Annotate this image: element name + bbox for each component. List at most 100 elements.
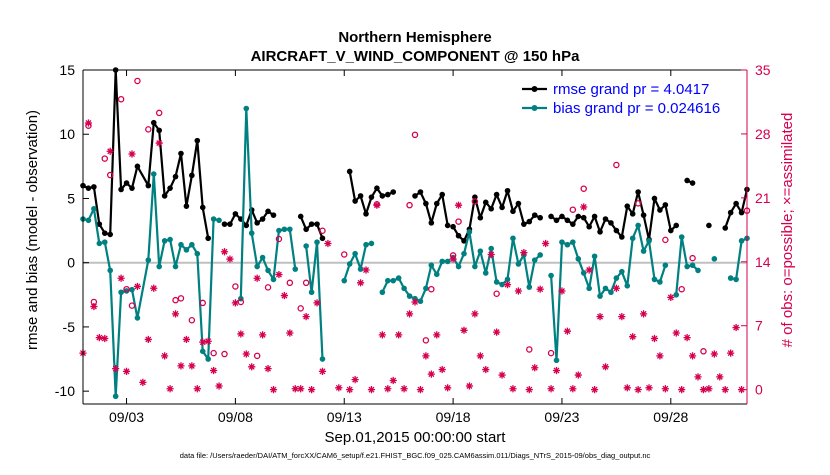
bias-point <box>662 262 669 269</box>
obs-assimilated-marker <box>618 312 626 321</box>
obs-possible-marker <box>264 284 272 291</box>
bias-point <box>346 261 353 267</box>
rmse-point <box>455 232 462 239</box>
obs-assimilated-marker <box>411 298 419 306</box>
rmse-point <box>570 221 576 227</box>
bias-point <box>129 286 135 293</box>
obs-assimilated-marker <box>650 334 659 343</box>
bias-point <box>629 235 636 242</box>
obs-possible-marker <box>569 206 577 213</box>
rmse-point <box>199 204 206 211</box>
y2-axis-label: # of obs: o=possible; ×=assimilated <box>779 113 796 348</box>
bias-point <box>482 270 489 276</box>
rmse-point <box>156 127 162 134</box>
bias-point <box>657 279 663 285</box>
bias-point <box>390 277 397 284</box>
obs-assimilated-marker <box>552 366 561 375</box>
rmse-point <box>727 209 734 216</box>
obs-assimilated-marker <box>210 366 218 375</box>
obs-possible-marker <box>428 285 435 293</box>
x-tick-label: 09/13 <box>327 409 362 425</box>
rmse-point <box>689 180 696 186</box>
bias-point <box>395 275 402 281</box>
rmse-point <box>602 216 609 222</box>
rmse-point <box>640 212 647 218</box>
obs-assimilated-marker <box>139 378 147 386</box>
obs-possible-marker <box>340 251 348 258</box>
bias-point <box>635 222 641 229</box>
obs-assimilated-marker <box>465 382 474 390</box>
bias-line-segment <box>730 237 748 281</box>
obs-assimilated-marker <box>346 386 354 394</box>
rmse-line-segment <box>224 208 275 227</box>
bias-point <box>444 258 451 265</box>
bias-line-segment <box>82 173 220 398</box>
chart-subtitle: AIRCRAFT_V_WIND_COMPONENT @ 150 hPa <box>251 48 581 65</box>
rmse-point <box>243 222 250 229</box>
rmse-point <box>118 186 124 193</box>
obs-assimilated-marker <box>493 328 501 336</box>
bias-point <box>439 258 446 265</box>
bias-point <box>287 226 293 233</box>
bias-point <box>123 288 130 294</box>
obs-assimilated-marker <box>585 266 593 274</box>
rmse-point <box>608 220 614 226</box>
obs-assimilated-marker <box>269 386 278 394</box>
bias-point <box>493 279 500 285</box>
bias-point <box>107 267 114 274</box>
bias-point <box>515 261 522 267</box>
obs-assimilated-marker <box>438 365 446 374</box>
bias-point <box>145 257 152 263</box>
rmse-point <box>439 191 446 198</box>
obs-possible-marker <box>286 279 294 287</box>
x-tick-label: 09/08 <box>218 409 253 425</box>
obs-possible-marker <box>253 352 261 360</box>
obs-assimilated-marker <box>171 310 180 318</box>
rmse-point <box>586 223 592 230</box>
rmse-point <box>733 200 739 207</box>
rmse-point <box>265 208 271 215</box>
x-tick-label: 09/23 <box>544 409 579 425</box>
rmse-point <box>564 217 571 224</box>
rmse-point <box>629 211 636 217</box>
bias-point <box>423 285 429 292</box>
obs-possible-marker <box>237 298 245 306</box>
rmse-point <box>379 193 386 199</box>
rmse-point <box>510 208 516 215</box>
obs-possible-marker <box>128 302 136 309</box>
rmse-point <box>575 213 582 220</box>
y-axis-label: rmse and bias (model - observation) <box>24 110 41 350</box>
bias-point <box>733 276 739 283</box>
rmse-point <box>668 227 674 234</box>
rmse-point <box>319 235 326 242</box>
bias-point <box>112 393 119 400</box>
rmse-point <box>346 168 353 175</box>
rmse-point <box>352 198 358 204</box>
obs-possible-marker <box>526 346 533 353</box>
rmse-point <box>259 216 266 222</box>
obs-assimilated-marker <box>531 364 539 372</box>
obs-assimilated-marker <box>280 291 288 300</box>
obs-possible-marker <box>188 316 196 324</box>
bias-point <box>210 216 217 222</box>
obs-assimilated-marker <box>389 376 397 385</box>
obs-possible-marker <box>319 227 326 234</box>
rmse-point <box>423 200 429 207</box>
obs-possible-marker <box>678 285 685 293</box>
y-tick-label: -5 <box>63 319 76 335</box>
bias-point <box>580 270 587 276</box>
bias-point <box>433 271 440 278</box>
obs-assimilated-marker <box>90 302 98 311</box>
obs-possible-marker <box>297 305 304 312</box>
obs-possible-marker <box>221 350 228 358</box>
rmse-point <box>417 189 424 195</box>
rmse-point <box>308 221 315 227</box>
rmse-point <box>221 221 228 227</box>
bias-point <box>189 241 195 248</box>
bias-point <box>401 285 407 292</box>
rmse-line-segment <box>724 189 749 229</box>
rmse-point <box>368 194 375 200</box>
rmse-point <box>537 214 543 221</box>
rmse-point <box>580 214 587 221</box>
